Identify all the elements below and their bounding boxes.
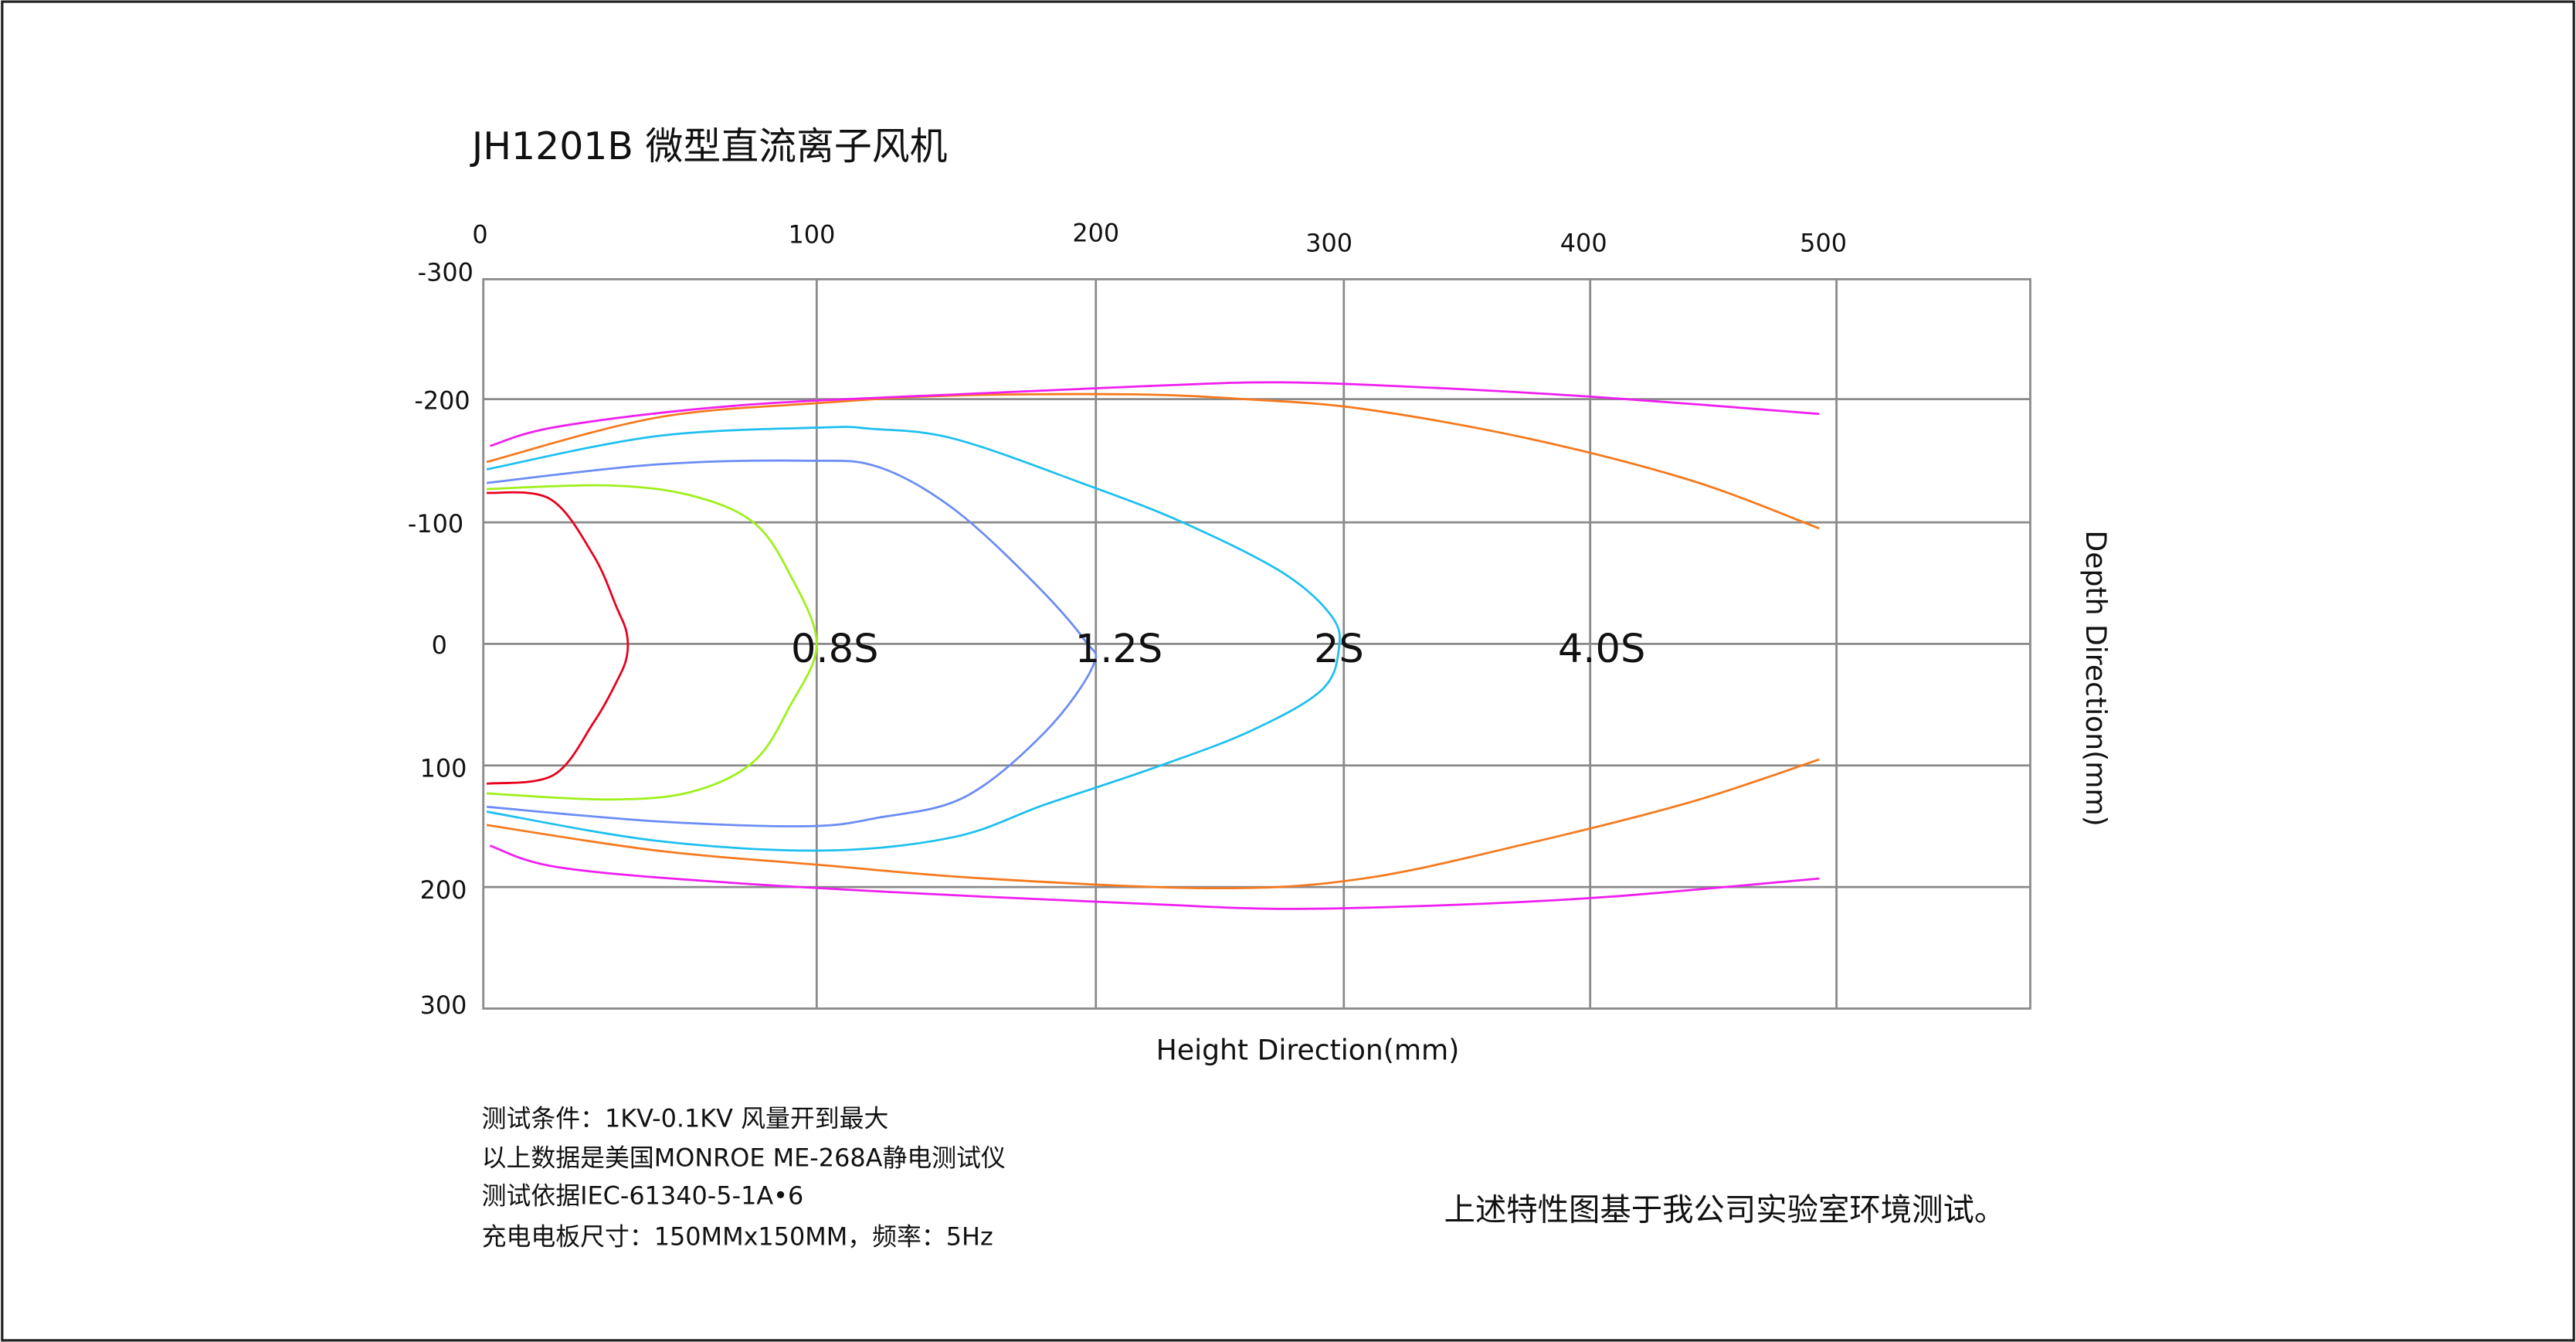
series-curve-0 <box>486 491 630 785</box>
x-tick-label: 0 <box>472 220 487 250</box>
series-curve-4 <box>486 392 1820 530</box>
y-tick-label: -300 <box>418 258 473 287</box>
y-tick-label: 100 <box>420 754 467 783</box>
x-tick-label: 100 <box>789 220 836 250</box>
x-tick-label: 200 <box>1072 219 1119 248</box>
y-tick-label: 300 <box>420 990 467 1020</box>
x-tick-labels: 0 100 200 300 400 500 <box>472 219 1847 258</box>
series-curve-4 <box>486 758 1820 890</box>
x-axis-label: Height Direction(mm) <box>1156 1033 1460 1066</box>
note-line: 充电电板尺寸：150MMx150MM，频率：5Hz <box>482 1222 993 1252</box>
y-axis-label: Depth Direction(mm) <box>2079 530 2113 826</box>
chart-title: JH1201B 微型直流离子风机 <box>470 124 948 168</box>
y-tick-label: -200 <box>414 386 470 415</box>
series-curve-3 <box>486 426 1341 852</box>
x-tick-label: 400 <box>1560 228 1607 257</box>
series-curve-5 <box>489 844 1820 910</box>
note-line: 测试依据IEC-61340-5-1A•6 <box>482 1181 804 1210</box>
series-curve-1 <box>486 484 818 801</box>
curves <box>486 381 1820 910</box>
y-tick-labels: -300 -200 -100 0 100 200 300 <box>408 258 473 1020</box>
note-line: 测试条件：1KV-0.1KV 风量开到最大 <box>482 1103 889 1133</box>
x-tick-label: 500 <box>1800 228 1847 257</box>
y-tick-label: -100 <box>408 509 463 538</box>
footer-note: 上述特性图基于我公司实验室环境测试。 <box>1444 1192 2005 1228</box>
note-line: 以上数据是美国MONROE ME-268A静电测试仪 <box>482 1143 1006 1173</box>
test-notes: 测试条件：1KV-0.1KV 风量开到最大 以上数据是美国MONROE ME-2… <box>482 1103 1006 1251</box>
grid <box>482 278 2031 1010</box>
annotations: 0.8S 1.2S 2S 4.0S <box>791 627 1645 672</box>
x-tick-label: 300 <box>1305 228 1352 257</box>
annotation-2s: 2S <box>1314 627 1364 672</box>
annotation-4-0s: 4.0S <box>1558 627 1646 672</box>
y-tick-label: 200 <box>420 875 467 905</box>
y-tick-label: 0 <box>432 630 447 660</box>
annotation-0-8s: 0.8S <box>791 627 879 672</box>
annotation-1-2s: 1.2S <box>1075 627 1163 672</box>
series-curve-2 <box>486 459 1098 827</box>
series-curve-5 <box>489 381 1820 447</box>
